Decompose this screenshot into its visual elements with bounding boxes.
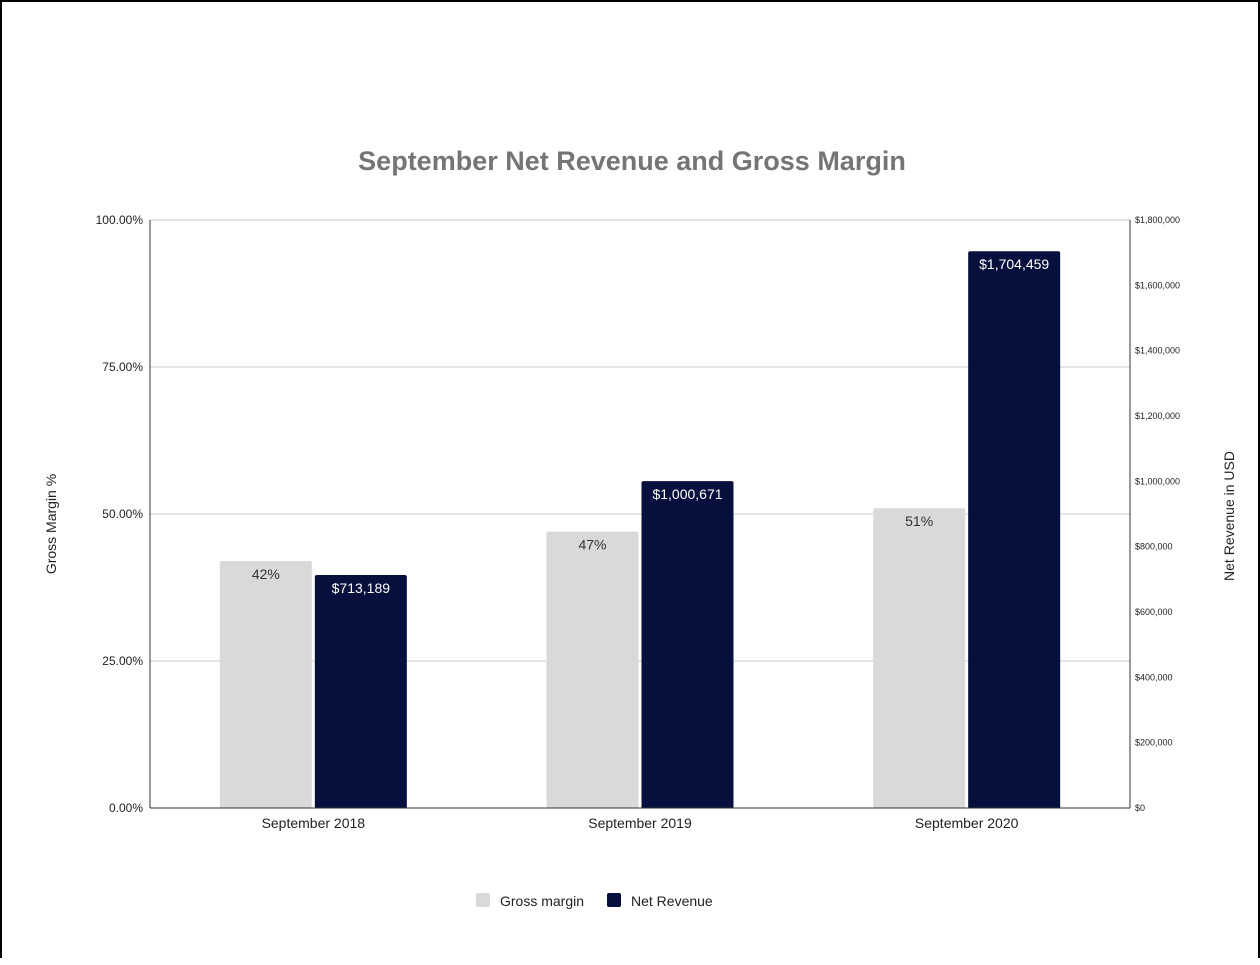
data-label: 42% [252, 566, 280, 582]
gross-margin-bar [219, 561, 312, 808]
legend-label: Gross margin [500, 893, 584, 909]
y-right-tick-label: $1,000,000 [1135, 476, 1180, 486]
x-tick-label: September 2020 [915, 815, 1019, 831]
y-right-tick-label: $400,000 [1135, 672, 1173, 682]
y-right-tick-label: $1,400,000 [1135, 346, 1180, 356]
y-left-tick-label: 75.00% [102, 360, 143, 374]
y-right-tick-label: $0 [1135, 803, 1145, 813]
chart-title: September Net Revenue and Gross Margin [358, 146, 906, 176]
y-right-tick-label: $800,000 [1135, 542, 1173, 552]
net-revenue-bar [968, 251, 1061, 808]
legend: Gross margin Net Revenue [476, 893, 713, 909]
data-label: $713,189 [332, 580, 391, 596]
gridlines [150, 219, 1130, 662]
data-labels: 42% $713,189 47% $1,000,671 51% $1,704,459 [252, 256, 1050, 596]
y-right-tick-label: $1,800,000 [1135, 215, 1180, 225]
y-axis-left-title: Gross Margin % [43, 474, 59, 574]
net-revenue-bar [641, 481, 734, 808]
data-label: 47% [578, 537, 606, 553]
y-right-tick-label: $1,200,000 [1135, 411, 1180, 421]
axes: 0.00% 25.00% 50.00% 75.00% 100.00% $0 $200,000… [96, 213, 1180, 831]
legend-swatch [476, 893, 490, 907]
legend-swatch [607, 893, 621, 907]
y-right-tick-label: $600,000 [1135, 607, 1173, 617]
x-tick-label: September 2018 [262, 815, 366, 831]
gross-margin-bar [873, 508, 966, 808]
legend-label: Net Revenue [631, 893, 713, 909]
y-left-tick-label: 100.00% [96, 213, 144, 227]
data-label: $1,000,671 [652, 486, 722, 502]
y-left-tick-label: 50.00% [102, 507, 143, 521]
net-revenue-bar [314, 575, 407, 808]
y-left-tick-label: 25.00% [102, 654, 143, 668]
x-tick-label: September 2019 [588, 815, 692, 831]
y-right-tick-label: $1,600,000 [1135, 280, 1180, 290]
data-label: $1,704,459 [979, 256, 1049, 272]
gross-margin-bar [546, 531, 639, 808]
y-left-tick-label: 0.00% [109, 801, 143, 815]
data-label: 51% [905, 513, 933, 529]
bars [219, 251, 1061, 808]
y-axis-right-title: Net Revenue in USD [1221, 451, 1237, 581]
y-right-tick-label: $200,000 [1135, 738, 1173, 748]
